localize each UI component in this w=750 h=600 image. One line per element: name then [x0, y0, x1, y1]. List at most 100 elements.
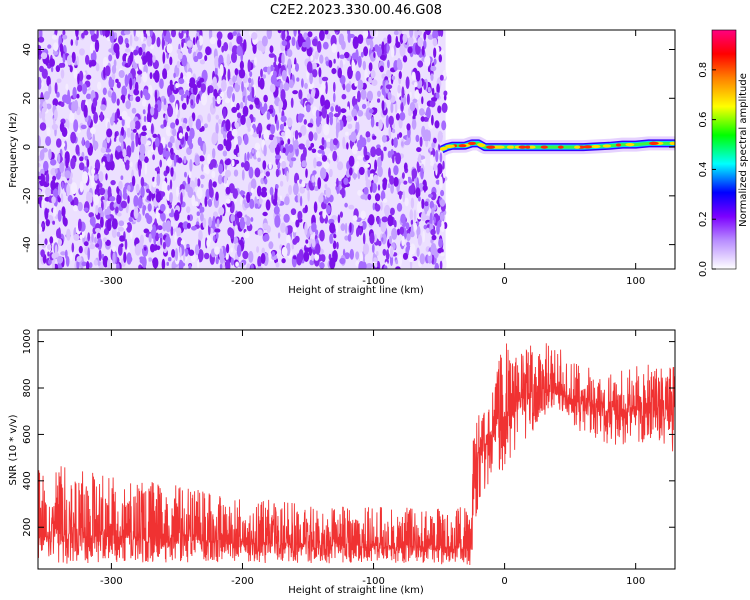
noise-cell [148, 233, 152, 243]
noise-cell [92, 97, 98, 108]
noise-cell [118, 35, 124, 45]
noise-cell [351, 108, 358, 118]
noise-cell [413, 222, 418, 231]
noise-cell [260, 68, 263, 78]
noise-cell [293, 183, 299, 196]
noise-cell [323, 123, 330, 136]
noise-cell [127, 195, 130, 204]
noise-cell [60, 251, 66, 256]
noise-cell [288, 79, 294, 89]
noise-cell [60, 69, 65, 79]
noise-cell [133, 206, 139, 220]
noise-cell [337, 67, 342, 79]
noise-cell [402, 190, 406, 203]
noise-cell [152, 55, 156, 63]
noise-cell [64, 170, 71, 179]
noise-cell [296, 253, 303, 266]
noise-cell [249, 198, 255, 209]
noise-cell [207, 113, 212, 123]
noise-cell [154, 232, 160, 242]
noise-cell [204, 252, 210, 260]
noise-cell [167, 105, 174, 118]
noise-cell [333, 58, 336, 64]
noise-cell [115, 206, 119, 214]
noise-cell [347, 234, 352, 242]
noise-cell [351, 144, 358, 155]
noise-cell [427, 86, 431, 93]
noise-cell [345, 83, 351, 93]
noise-cell [187, 214, 191, 221]
noise-cell [372, 202, 376, 211]
noise-cell [177, 157, 183, 164]
noise-cell [194, 154, 200, 166]
noise-cell [437, 130, 443, 144]
noise-cell [152, 133, 158, 138]
noise-cell [420, 116, 425, 122]
noise-cell [197, 51, 203, 60]
noise-cell [281, 258, 286, 264]
noise-cell [379, 65, 384, 73]
noise-cell [137, 70, 143, 75]
noise-cell [228, 41, 233, 51]
noise-cell [270, 64, 274, 73]
noise-cell [166, 206, 169, 215]
noise-cell [192, 84, 198, 96]
noise-cell [263, 233, 270, 242]
noise-cell [38, 59, 41, 67]
noise-cell [165, 235, 171, 248]
noise-cell [401, 235, 405, 247]
noise-cell [321, 155, 328, 162]
noise-cell [77, 84, 83, 92]
noise-cell [434, 262, 440, 269]
noise-cell [380, 220, 387, 233]
noise-cell [403, 162, 408, 171]
noise-cell [145, 140, 152, 146]
noise-cell [178, 132, 183, 139]
noise-cell [111, 91, 117, 104]
noise-cell [171, 30, 176, 38]
noise-cell [58, 227, 61, 238]
noise-cell [248, 251, 254, 263]
noise-cell [100, 147, 107, 154]
noise-cell [360, 51, 364, 58]
noise-cell [170, 166, 174, 177]
noise-cell [246, 263, 251, 269]
noise-cell [284, 143, 290, 156]
noise-cell [175, 118, 180, 126]
noise-cell [202, 217, 207, 229]
noise-cell [104, 189, 108, 202]
spectrogram-x-tick-label: -200 [231, 276, 254, 287]
noise-cell [165, 220, 172, 233]
noise-cell [189, 127, 195, 140]
noise-cell [89, 30, 95, 36]
noise-cell [370, 39, 374, 51]
noise-cell [224, 175, 228, 184]
noise-cell [166, 158, 173, 167]
noise-cell [140, 131, 147, 136]
spectrogram-y-tick-label: 40 [22, 43, 33, 56]
noise-cell [123, 251, 127, 263]
noise-cell [262, 211, 268, 217]
noise-cell [357, 189, 362, 196]
noise-cell [324, 56, 329, 62]
noise-cell [79, 181, 84, 193]
noise-cell [304, 222, 308, 236]
noise-cell [276, 119, 280, 131]
noise-cell [311, 62, 317, 70]
track-peak [540, 145, 548, 149]
noise-cell [430, 65, 437, 72]
noise-cell [231, 51, 237, 64]
noise-cell [359, 252, 363, 264]
noise-cell [209, 187, 214, 198]
noise-cell [401, 86, 405, 99]
noise-cell [169, 79, 173, 86]
noise-cell [120, 200, 128, 209]
noise-cell [54, 82, 58, 94]
noise-cell [83, 104, 88, 118]
noise-cell [140, 134, 147, 146]
noise-cell [312, 68, 318, 78]
noise-cell [344, 235, 349, 241]
spectrogram-y-ticks: -40 -20 0 20 40 [22, 43, 675, 253]
noise-cell [237, 152, 240, 158]
noise-cell [60, 62, 66, 68]
